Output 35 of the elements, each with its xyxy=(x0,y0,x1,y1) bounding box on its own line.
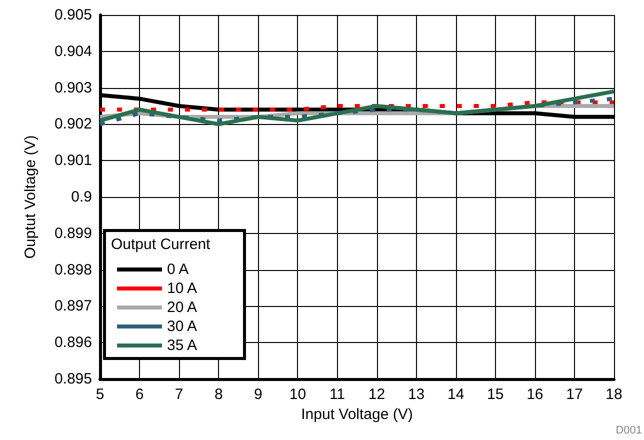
legend-title: Output Current xyxy=(111,236,212,253)
x-tick-label: 17 xyxy=(566,386,583,403)
y-tick-label: 0.901 xyxy=(54,152,92,170)
x-tick-label: 18 xyxy=(606,386,622,403)
y-tick-label: 0.903 xyxy=(54,79,92,96)
x-tick-label: 14 xyxy=(448,386,464,403)
y-tick-label: 0.897 xyxy=(54,298,92,315)
legend-label: 0 A xyxy=(167,261,189,278)
legend-label: 35 A xyxy=(167,337,198,354)
x-tick-label: 12 xyxy=(368,386,386,403)
x-tick-label: 6 xyxy=(135,386,144,403)
y-tick-label: 0.899 xyxy=(54,224,92,242)
y-tick-label: 0.905 xyxy=(54,6,92,24)
x-tick-label: 8 xyxy=(214,386,223,403)
y-tick-label: 0.904 xyxy=(54,42,92,60)
legend-label: 20 A xyxy=(167,299,198,316)
x-axis-title: Input Voltage (V) xyxy=(301,406,413,423)
x-tick-label: 13 xyxy=(408,386,425,403)
y-tick-label: 0.9 xyxy=(71,188,92,206)
y-tick-label: 0.895 xyxy=(54,370,92,388)
legend-label: 10 A xyxy=(167,280,198,297)
x-tick-label: 5 xyxy=(96,386,104,403)
y-tick-label: 0.898 xyxy=(54,261,92,278)
x-tick-label: 16 xyxy=(526,386,544,403)
x-tick-label: 10 xyxy=(289,386,306,403)
y-axis-title: Ouptut Voltage (V) xyxy=(22,135,39,259)
y-tick-label: 0.896 xyxy=(54,334,92,352)
x-tick-label: 15 xyxy=(487,386,504,403)
x-tick-label: 11 xyxy=(329,386,346,403)
text: D001 xyxy=(616,424,642,436)
x-tick-label: 9 xyxy=(254,386,262,403)
legend-label: 30 A xyxy=(167,318,198,335)
y-tick-label: 0.902 xyxy=(54,116,92,133)
x-tick-label: 7 xyxy=(174,386,184,403)
line-series xyxy=(98,89,616,126)
